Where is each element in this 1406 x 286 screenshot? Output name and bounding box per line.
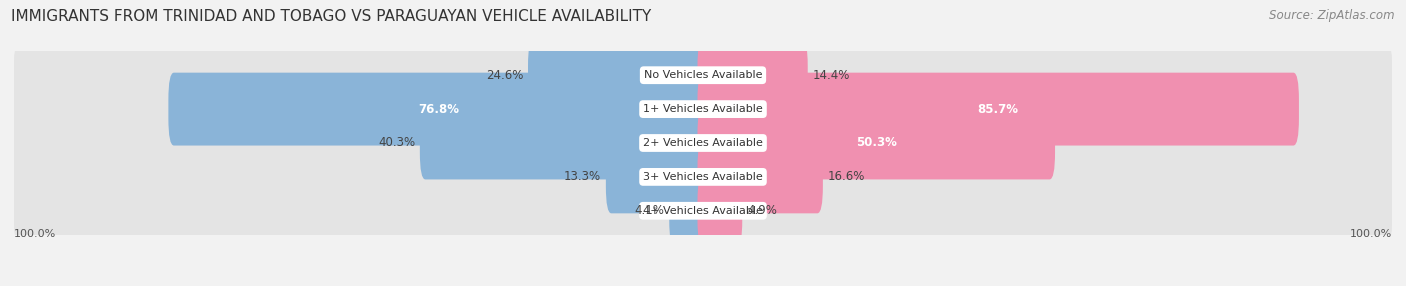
- Text: 1+ Vehicles Available: 1+ Vehicles Available: [643, 104, 763, 114]
- FancyBboxPatch shape: [420, 107, 709, 179]
- FancyBboxPatch shape: [697, 73, 1299, 146]
- Text: Source: ZipAtlas.com: Source: ZipAtlas.com: [1270, 9, 1395, 21]
- Text: 13.3%: 13.3%: [564, 170, 600, 183]
- Text: 3+ Vehicles Available: 3+ Vehicles Available: [643, 172, 763, 182]
- FancyBboxPatch shape: [697, 39, 807, 112]
- Text: 4.9%: 4.9%: [747, 204, 778, 217]
- Text: 50.3%: 50.3%: [856, 136, 897, 150]
- FancyBboxPatch shape: [14, 152, 1392, 202]
- Text: 40.3%: 40.3%: [378, 136, 415, 150]
- Text: IMMIGRANTS FROM TRINIDAD AND TOBAGO VS PARAGUAYAN VEHICLE AVAILABILITY: IMMIGRANTS FROM TRINIDAD AND TOBAGO VS P…: [11, 9, 651, 23]
- FancyBboxPatch shape: [14, 118, 1392, 168]
- Text: 16.6%: 16.6%: [828, 170, 865, 183]
- Text: No Vehicles Available: No Vehicles Available: [644, 70, 762, 80]
- Text: 4.1%: 4.1%: [634, 204, 665, 217]
- FancyBboxPatch shape: [169, 73, 709, 146]
- Text: 85.7%: 85.7%: [977, 103, 1019, 116]
- FancyBboxPatch shape: [14, 84, 1392, 134]
- FancyBboxPatch shape: [14, 185, 1392, 236]
- FancyBboxPatch shape: [529, 39, 709, 112]
- Text: 100.0%: 100.0%: [1350, 229, 1392, 239]
- Text: 4+ Vehicles Available: 4+ Vehicles Available: [643, 206, 763, 216]
- Text: 76.8%: 76.8%: [418, 103, 458, 116]
- Text: 100.0%: 100.0%: [14, 229, 56, 239]
- FancyBboxPatch shape: [14, 50, 1392, 101]
- FancyBboxPatch shape: [697, 140, 823, 213]
- FancyBboxPatch shape: [669, 174, 709, 247]
- FancyBboxPatch shape: [606, 140, 709, 213]
- Text: 24.6%: 24.6%: [486, 69, 523, 82]
- FancyBboxPatch shape: [697, 174, 742, 247]
- Text: 14.4%: 14.4%: [813, 69, 849, 82]
- Text: 2+ Vehicles Available: 2+ Vehicles Available: [643, 138, 763, 148]
- FancyBboxPatch shape: [697, 107, 1054, 179]
